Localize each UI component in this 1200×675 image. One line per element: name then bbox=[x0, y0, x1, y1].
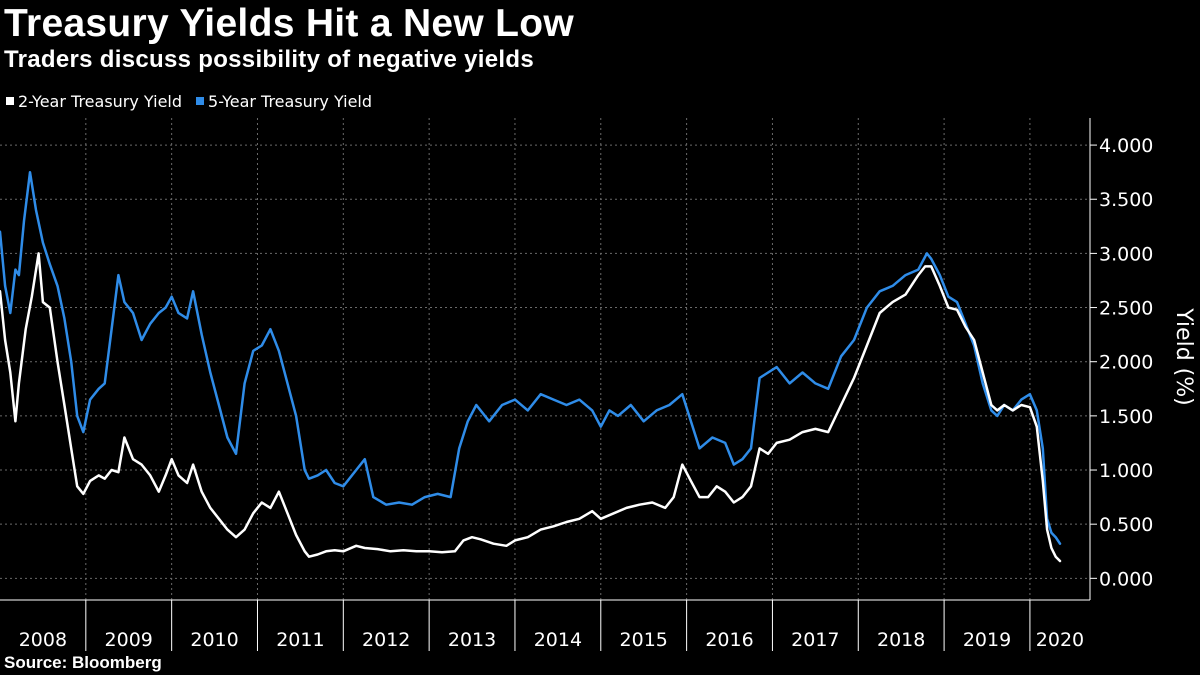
series-line-2-year bbox=[0, 252, 1062, 563]
x-tick-label: 2013 bbox=[448, 629, 496, 651]
legend-swatch-5-year bbox=[196, 97, 205, 105]
x-tick-label: 2008 bbox=[19, 629, 67, 651]
y-tick-label: 2.500 bbox=[1099, 298, 1153, 320]
x-tick-label: 2018 bbox=[877, 629, 925, 651]
y-tick-label: 1.500 bbox=[1099, 406, 1153, 428]
legend-swatch-2-year bbox=[6, 97, 14, 105]
source-note: Source: Bloomberg bbox=[4, 653, 162, 672]
legend: 2-Year Treasury Yield 5-Year Treasury Yi… bbox=[6, 90, 386, 112]
series-line-5-year bbox=[0, 170, 1062, 545]
x-tick-label: 2015 bbox=[620, 629, 668, 651]
x-tick-label: 2020 bbox=[1036, 629, 1084, 651]
x-tick-label: 2011 bbox=[276, 629, 324, 651]
y-tick-label: 4.000 bbox=[1099, 135, 1153, 157]
legend-label-2-year: 2-Year Treasury Yield bbox=[18, 91, 183, 111]
x-tick-label: 2014 bbox=[534, 629, 582, 651]
legend-label-5-year: 5-Year Treasury Yield bbox=[208, 91, 373, 111]
legend-item-2-year: 2-Year Treasury Yield bbox=[6, 92, 182, 111]
y-tick-label: 0.500 bbox=[1099, 514, 1153, 536]
chart-title: Treasury Yields Hit a New Low bbox=[4, 2, 575, 45]
legend-item-5-year: 5-Year Treasury Yield bbox=[196, 92, 372, 111]
y-tick-label: 3.500 bbox=[1099, 189, 1153, 211]
y-tick-label: 2.000 bbox=[1099, 352, 1153, 374]
x-tick-label: 2009 bbox=[105, 629, 153, 651]
y-tick-label: 3.000 bbox=[1099, 243, 1153, 265]
x-tick-label: 2012 bbox=[362, 629, 410, 651]
y-tick-label: 0.000 bbox=[1099, 568, 1153, 590]
x-tick-label: 2010 bbox=[190, 629, 238, 651]
x-tick-label: 2019 bbox=[963, 629, 1011, 651]
x-tick-label: 2017 bbox=[791, 629, 839, 651]
series-layer bbox=[0, 170, 1062, 563]
y-tick-label: 1.000 bbox=[1099, 460, 1153, 482]
axis-layer: 0.000 0.500 1.000 1.500 2.000 2.500 3.000 3.500… bbox=[0, 118, 1153, 651]
y-axis-label: Yield (%) bbox=[1171, 307, 1196, 405]
chart-subtitle: Traders discuss possibility of negative … bbox=[4, 46, 534, 73]
x-tick-label: 2016 bbox=[705, 629, 753, 651]
